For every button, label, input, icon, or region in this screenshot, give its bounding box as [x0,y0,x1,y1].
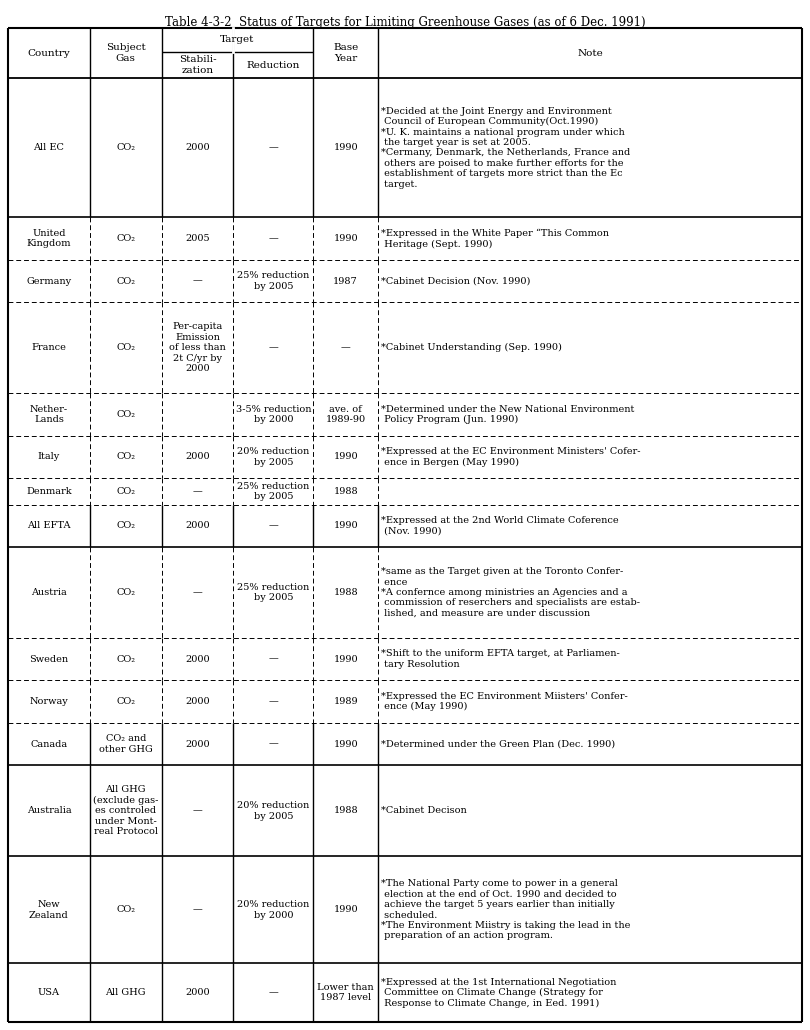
Text: CO₂: CO₂ [116,234,135,243]
Text: *Determined under the New National Environment
 Policy Program (Jun. 1990): *Determined under the New National Envir… [381,405,634,424]
Text: All GHG
(exclude gas-
es controled
under Mont-
real Protocol: All GHG (exclude gas- es controled under… [93,786,159,836]
Text: CO₂: CO₂ [116,655,135,663]
Text: *The National Party come to power in a general
 election at the end of Oct. 1990: *The National Party come to power in a g… [381,880,630,940]
Text: 1990: 1990 [334,521,358,530]
Text: France: France [32,343,66,352]
Text: Reduction: Reduction [246,61,300,69]
Text: —: — [268,343,278,352]
Text: 1989: 1989 [334,697,358,707]
Text: Stabili-
zation: Stabili- zation [179,56,216,75]
Text: CO₂: CO₂ [116,487,135,495]
Text: *Expressed in the White Paper “This Common
 Heritage (Sept. 1990): *Expressed in the White Paper “This Comm… [381,229,609,248]
Text: *Shift to the uniform EFTA target, at Parliamen-
 tary Resolution: *Shift to the uniform EFTA target, at Pa… [381,650,620,668]
Text: 2000: 2000 [185,988,210,997]
Text: *same as the Target given at the Toronto Confer-
 ence
*A confernce among minist: *same as the Target given at the Toronto… [381,568,640,618]
Text: 2005: 2005 [185,234,210,243]
Text: Norway: Norway [29,697,68,707]
Text: —: — [268,143,278,152]
Text: 1990: 1990 [334,905,358,915]
Text: —: — [193,588,202,597]
Text: 1988: 1988 [334,588,358,597]
Text: —: — [268,697,278,707]
Text: Per-capita
Emission
of less than
2t C/yr by
2000: Per-capita Emission of less than 2t C/yr… [169,322,226,373]
Text: 1990: 1990 [334,234,358,243]
Text: 3-5% reduction
by 2000: 3-5% reduction by 2000 [236,405,311,424]
Text: *Determined under the Green Plan (Dec. 1990): *Determined under the Green Plan (Dec. 1… [381,740,615,749]
Text: CO₂: CO₂ [116,697,135,707]
Text: 20% reduction
by 2000: 20% reduction by 2000 [237,900,309,920]
Text: Lower than
1987 level: Lower than 1987 level [318,983,374,1002]
Text: Country: Country [28,48,70,58]
Text: 20% reduction
by 2005: 20% reduction by 2005 [237,801,309,821]
Text: —: — [341,343,351,352]
Text: All EC: All EC [33,143,64,152]
Text: —: — [193,277,202,285]
Text: Target: Target [220,35,254,44]
Text: Table 4-3-2  Status of Targets for Limiting Greenhouse Gases (as of 6 Dec. 1991): Table 4-3-2 Status of Targets for Limiti… [164,16,646,29]
Text: *Cabinet Understanding (Sep. 1990): *Cabinet Understanding (Sep. 1990) [381,343,562,352]
Text: USA: USA [38,988,60,997]
Text: *Expressed at the EC Environment Ministers' Cofer-
 ence in Bergen (May 1990): *Expressed at the EC Environment Ministe… [381,447,641,467]
Text: Austria: Austria [31,588,66,597]
Text: New
Zealand: New Zealand [29,900,69,920]
Text: —: — [268,655,278,663]
Text: CO₂: CO₂ [116,143,135,152]
Text: 1987: 1987 [333,277,358,285]
Text: 25% reduction
by 2005: 25% reduction by 2005 [237,271,309,290]
Text: CO₂ and
other GHG: CO₂ and other GHG [99,734,152,754]
Text: Nether-
Lands: Nether- Lands [30,405,68,424]
Text: 25% reduction
by 2005: 25% reduction by 2005 [237,482,309,501]
Text: —: — [193,487,202,495]
Text: *Expressed the EC Environment Miisters' Confer-
 ence (May 1990): *Expressed the EC Environment Miisters' … [381,692,628,712]
Text: 25% reduction
by 2005: 25% reduction by 2005 [237,583,309,603]
Text: Base
Year: Base Year [333,43,358,63]
Text: ave. of
1989-90: ave. of 1989-90 [326,405,365,424]
Text: Italy: Italy [38,452,60,461]
Text: CO₂: CO₂ [116,521,135,530]
Text: —: — [193,905,202,915]
Text: —: — [268,521,278,530]
Text: 1990: 1990 [334,452,358,461]
Text: Canada: Canada [30,740,67,749]
Text: *Cabinet Decison: *Cabinet Decison [381,806,467,816]
Text: 20% reduction
by 2005: 20% reduction by 2005 [237,447,309,467]
Text: *Decided at the Joint Energy and Environment
 Council of European Community(Oct.: *Decided at the Joint Energy and Environ… [381,107,630,188]
Text: Australia: Australia [27,806,71,816]
Text: *Expressed at the 1st International Negotiation
 Committee on Climate Change (St: *Expressed at the 1st International Nego… [381,977,616,1007]
Text: —: — [268,988,278,997]
Text: 2000: 2000 [185,655,210,663]
Text: —: — [268,234,278,243]
Text: CO₂: CO₂ [116,410,135,419]
Text: *Cabinet Decision (Nov. 1990): *Cabinet Decision (Nov. 1990) [381,277,531,285]
Text: CO₂: CO₂ [116,452,135,461]
Text: Denmark: Denmark [26,487,72,495]
Text: *Expressed at the 2nd World Climate Coference
 (Nov. 1990): *Expressed at the 2nd World Climate Cofe… [381,516,619,536]
Text: 2000: 2000 [185,697,210,707]
Text: All GHG: All GHG [105,988,146,997]
Text: CO₂: CO₂ [116,277,135,285]
Text: 2000: 2000 [185,521,210,530]
Text: —: — [193,806,202,816]
Text: CO₂: CO₂ [116,343,135,352]
Text: Sweden: Sweden [29,655,69,663]
Text: 2000: 2000 [185,740,210,749]
Text: 1988: 1988 [334,806,358,816]
Text: Subject
Gas: Subject Gas [106,43,146,63]
Text: 2000: 2000 [185,452,210,461]
Text: —: — [268,740,278,749]
Text: 1990: 1990 [334,740,358,749]
Text: CO₂: CO₂ [116,588,135,597]
Text: 1990: 1990 [334,655,358,663]
Text: 1988: 1988 [334,487,358,495]
Text: United
Kingdom: United Kingdom [27,229,71,248]
Text: 2000: 2000 [185,143,210,152]
Text: 1990: 1990 [334,143,358,152]
Text: All EFTA: All EFTA [28,521,70,530]
Text: Note: Note [578,48,603,58]
Text: Germany: Germany [27,277,71,285]
Text: CO₂: CO₂ [116,905,135,915]
